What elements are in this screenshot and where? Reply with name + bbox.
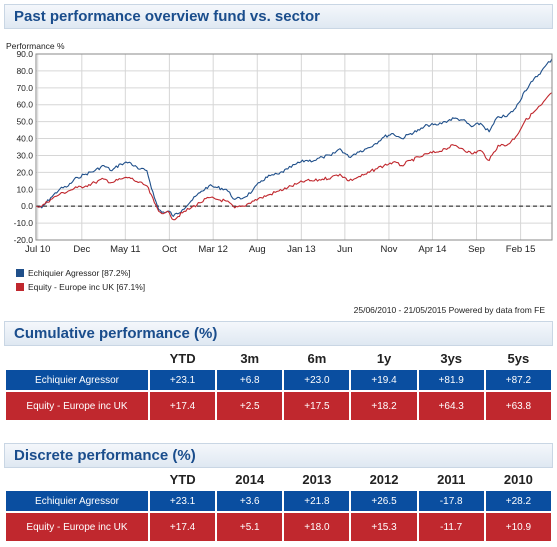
y-tick-label: 10.0	[16, 184, 33, 194]
column-header: 5ys	[507, 350, 530, 366]
table-cell: +63.8	[485, 392, 551, 420]
column-header	[6, 469, 148, 489]
y-tick-label: 20.0	[16, 167, 33, 177]
table-cell: +87.2	[485, 370, 551, 390]
column-header: 1y	[376, 350, 392, 366]
table-row: Equity - Europe inc UK +17.4 +5.1 +18.0 …	[6, 513, 551, 541]
table-row: Echiquier Agressor +23.1 +6.8 +23.0 +19.…	[6, 370, 551, 390]
x-tick-label: Feb 15	[506, 244, 536, 255]
chart-gridlines	[36, 53, 552, 241]
y-tick-label: 0.0	[21, 201, 33, 211]
y-tick-label: 80.0	[16, 66, 33, 76]
column-header: 6m	[307, 350, 327, 366]
legend-swatch-sector	[16, 283, 24, 291]
y-tick-label: 50.0	[16, 117, 33, 127]
y-tick-label: 70.0	[16, 83, 33, 93]
table-cell: +3.6	[217, 491, 283, 511]
table-cell: +17.4	[150, 513, 216, 541]
plot-frame	[35, 53, 553, 241]
x-tick-label: Mar 12	[198, 244, 228, 255]
legend-item-sector: Equity - Europe inc UK [67.1%]	[16, 282, 145, 292]
table-cell: +19.4	[351, 370, 417, 390]
table-cell: +21.8	[284, 491, 350, 511]
table-cell: +17.5	[284, 392, 350, 420]
column-header: 2010	[503, 471, 533, 487]
legend-swatch-fund	[16, 269, 24, 277]
series-line-sector	[35, 92, 553, 221]
x-tick-label: Jan 13	[287, 244, 316, 255]
x-tick-label: Jul 10	[25, 244, 50, 255]
table-cell: +15.3	[351, 513, 417, 541]
column-header: 3ys	[440, 350, 463, 366]
data-source-note: 25/06/2010 - 21/05/2015 Powered by data …	[353, 305, 545, 315]
cumulative-table: YTD 3m 6m 1y 3ys 5ys Echiquier Agressor …	[4, 346, 553, 422]
row-label-sector: Equity - Europe inc UK	[6, 392, 148, 420]
column-header: 2014	[235, 471, 265, 487]
x-tick-label: May 11	[110, 244, 140, 255]
table-header-row: YTD 3m 6m 1y 3ys 5ys	[6, 348, 551, 368]
table-cell: +5.1	[217, 513, 283, 541]
x-tick-label: Aug	[249, 244, 266, 255]
table-cell: +28.2	[485, 491, 551, 511]
table-row: Echiquier Agressor +23.1 +3.6 +21.8 +26.…	[6, 491, 551, 511]
table-cell: +17.4	[150, 392, 216, 420]
column-header: 2011	[437, 471, 466, 487]
table-cell: +6.8	[217, 370, 283, 390]
x-tick-label: Nov	[380, 244, 397, 255]
row-label-fund: Echiquier Agressor	[6, 491, 148, 511]
chart-section-title: Past performance overview fund vs. secto…	[4, 4, 553, 29]
column-header: 3m	[240, 350, 260, 366]
table-cell: +64.3	[418, 392, 484, 420]
series-line-fund	[35, 58, 553, 217]
table-cell: +18.2	[351, 392, 417, 420]
table-cell: +18.0	[284, 513, 350, 541]
table-header-row: YTD 2014 2013 2012 2011 2010	[6, 469, 551, 489]
cumulative-section-title: Cumulative performance (%)	[4, 321, 553, 346]
x-tick-label: Oct	[162, 244, 177, 255]
table-cell: -17.8	[418, 491, 484, 511]
y-axis-label: Performance %	[6, 41, 65, 51]
discrete-table: YTD 2014 2013 2012 2011 2010 Echiquier A…	[4, 467, 553, 543]
y-tick-label: -20.0	[14, 235, 34, 245]
y-tick-label: 60.0	[16, 100, 33, 110]
x-tick-labels: Jul 10 Dec May 11 Oct Mar 12 Aug Jan 13 Jun Nov A…	[25, 244, 535, 255]
table-cell: +81.9	[418, 370, 484, 390]
x-tick-label: Sep	[468, 244, 485, 255]
column-header: 2013	[302, 471, 332, 487]
x-tick-label: Jun	[337, 244, 352, 255]
legend-item-fund: Echiquier Agressor [87.2%]	[16, 268, 131, 278]
chart-series	[35, 58, 553, 221]
table-cell: +2.5	[217, 392, 283, 420]
row-label-sector: Equity - Europe inc UK	[6, 513, 148, 541]
column-header: YTD	[169, 471, 196, 487]
legend-label-sector: Equity - Europe inc UK [67.1%]	[28, 282, 146, 292]
table-row: Equity - Europe inc UK +17.4 +2.5 +17.5 …	[6, 392, 551, 420]
y-tick-label: 30.0	[16, 150, 33, 160]
table-cell: +10.9	[485, 513, 551, 541]
table-cell: +23.0	[284, 370, 350, 390]
table-cell: +26.5	[351, 491, 417, 511]
row-label-fund: Echiquier Agressor	[6, 370, 148, 390]
discrete-section-title: Discrete performance (%)	[4, 443, 553, 468]
table-cell: +23.1	[150, 491, 216, 511]
column-header: YTD	[169, 350, 196, 366]
legend-label-fund: Echiquier Agressor [87.2%]	[28, 268, 131, 278]
x-tick-label: Apr 14	[418, 244, 446, 255]
table-cell: -11.7	[418, 513, 484, 541]
y-tick-label: -10.0	[14, 218, 34, 228]
performance-line-chart: Performance % 90.0 80.0 70.0 60.0 50.0 40.0 30…	[6, 41, 553, 255]
x-tick-label: Dec	[73, 244, 90, 255]
y-tick-label: 90.0	[16, 49, 33, 59]
table-cell: +23.1	[150, 370, 216, 390]
y-tick-labels: 90.0 80.0 70.0 60.0 50.0 40.0 30.0 20.0 10.0 0.0 -…	[14, 49, 34, 245]
y-tick-label: 40.0	[16, 134, 33, 144]
column-header: 2012	[369, 471, 399, 487]
column-header	[6, 348, 148, 368]
